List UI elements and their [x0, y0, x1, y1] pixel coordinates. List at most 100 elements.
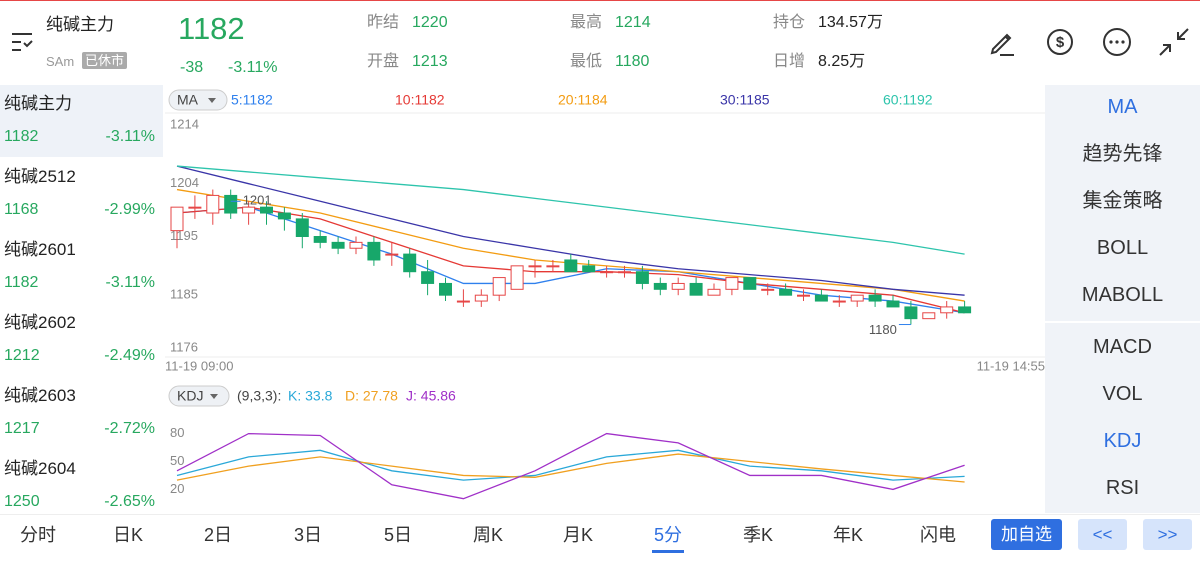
watch-name: 纯碱主力 — [4, 94, 72, 113]
indicator-option[interactable]: 趋势先锋 — [1082, 143, 1163, 165]
toolbar-icons[interactable]: $ — [988, 27, 1193, 59]
candle-body — [421, 271, 435, 284]
indicator-option[interactable]: 集金策略 — [1082, 190, 1163, 212]
stat-value: 1220 — [412, 14, 448, 31]
watch-price: 1250 — [4, 493, 40, 510]
last-price: 1182 — [178, 11, 245, 46]
candle-body — [492, 277, 506, 296]
watch-price: 1217 — [4, 420, 40, 437]
period-tab[interactable]: 5分 — [653, 525, 682, 545]
candle-body — [277, 212, 291, 220]
indicator-option[interactable]: MACD — [1093, 336, 1152, 358]
period-tab[interactable]: 分时 — [20, 525, 56, 545]
candle-body — [653, 282, 667, 290]
stat-label: 开盘 — [367, 53, 400, 70]
menu-icon[interactable] — [10, 30, 36, 54]
stat-value: 1214 — [615, 14, 651, 31]
candle-body — [689, 282, 703, 296]
stat-label: 最低 — [570, 53, 603, 70]
ma-line — [176, 165, 965, 255]
watch-name: 纯碱2601 — [4, 240, 76, 259]
period-tab[interactable]: 3日 — [293, 525, 322, 545]
contract-name: 纯碱主力 — [46, 15, 114, 34]
ma-label: 20:1184 — [558, 92, 608, 108]
candle-body — [546, 265, 560, 268]
prev-button[interactable]: << — [1078, 519, 1127, 550]
candle-body — [635, 271, 649, 284]
stat-value: 134.57万 — [818, 14, 883, 31]
candle-body — [761, 288, 775, 291]
candle-body — [725, 277, 739, 290]
candle-body — [367, 241, 381, 261]
annotation-label: 1180 — [869, 322, 897, 337]
watch-name: 纯碱2512 — [4, 167, 76, 186]
annotation-label: 1201 — [243, 193, 272, 208]
ma-label: 30:1185 — [720, 92, 770, 108]
candle-body — [349, 241, 363, 249]
candle-body — [814, 294, 828, 302]
ma-label: 60:1192 — [883, 92, 933, 108]
indicator-option[interactable]: VOL — [1102, 383, 1143, 405]
watch-price: 1168 — [4, 201, 39, 218]
candle-body — [403, 253, 417, 273]
y-tick-label: 1204 — [170, 175, 199, 190]
stat-value: 8.25万 — [818, 53, 866, 70]
session-tag: SAm — [46, 54, 75, 69]
candle-body — [850, 294, 864, 302]
candle-body — [313, 236, 327, 243]
kdj-line — [176, 432, 965, 500]
y-tick-label: 50 — [170, 453, 184, 468]
stat-value: 1213 — [412, 53, 448, 70]
watch-price: 1182 — [4, 128, 39, 145]
indicator-option[interactable]: KDJ — [1103, 430, 1142, 452]
stat-label: 持仓 — [773, 14, 806, 31]
period-tab[interactable]: 月K — [562, 525, 593, 545]
period-tab[interactable]: 周K — [472, 525, 503, 545]
indicator-option[interactable]: MA — [1107, 96, 1138, 118]
ma-line — [176, 188, 965, 302]
top-border — [0, 0, 1200, 1]
candle-body — [958, 306, 972, 314]
candle-body — [510, 265, 524, 290]
ma-label: 10:1182 — [395, 92, 445, 108]
indicator-params: (9,3,3): — [237, 388, 281, 404]
selected-row — [0, 85, 163, 157]
watch-pct: -2.49% — [104, 347, 155, 364]
watch-pct: -2.99% — [104, 201, 155, 218]
period-tab[interactable]: 闪电 — [920, 525, 956, 545]
stat-value: 1180 — [615, 53, 650, 70]
y-tick-label: 20 — [170, 481, 184, 496]
period-tab[interactable]: 2日 — [203, 525, 232, 545]
candle-body — [671, 282, 685, 290]
watch-price: 1182 — [4, 274, 39, 291]
period-tab[interactable]: 季K — [742, 525, 773, 545]
kdj-label: K: 33.8 — [288, 388, 333, 404]
candle-body — [170, 206, 184, 232]
indicator-pill — [168, 89, 228, 111]
period-tab[interactable]: 日K — [112, 525, 143, 545]
y-tick-label: 80 — [170, 425, 184, 440]
tab-underline — [652, 550, 684, 553]
y-tick-label: 1185 — [170, 287, 198, 302]
candle-body — [439, 282, 452, 296]
indicator-name: KDJ — [177, 388, 203, 404]
add-watch-button[interactable]: 加自选 — [991, 519, 1062, 550]
candle-body — [295, 218, 309, 237]
dropdown-caret — [210, 394, 218, 399]
candle-body — [456, 300, 470, 303]
indicator-option[interactable]: RSI — [1105, 477, 1140, 499]
period-tab[interactable]: 5日 — [383, 525, 412, 545]
period-tab[interactable]: 年K — [832, 525, 863, 545]
stat-label: 日增 — [773, 53, 806, 70]
indicator-option[interactable]: MABOLL — [1081, 284, 1164, 306]
candle-body — [582, 265, 596, 273]
watch-name: 纯碱2604 — [4, 459, 76, 478]
x-start-label: 11-19 09:00 — [165, 358, 233, 373]
candle-body — [242, 206, 256, 214]
watch-pct: -3.11% — [105, 128, 155, 145]
y-tick-label: 1214 — [170, 116, 199, 131]
next-button[interactable]: >> — [1143, 519, 1192, 550]
stat-label: 昨结 — [367, 14, 400, 31]
indicator-option[interactable]: BOLL — [1096, 237, 1149, 259]
watch-name: 纯碱2602 — [4, 313, 76, 332]
